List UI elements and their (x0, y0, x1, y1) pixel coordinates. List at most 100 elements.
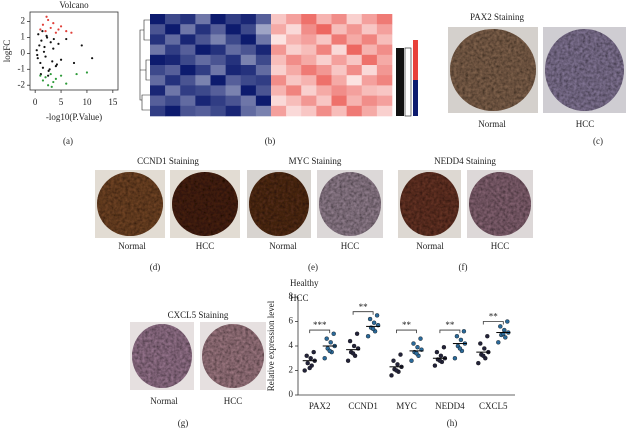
heatmap-cell (301, 44, 317, 56)
heatmap-cell (255, 34, 272, 45)
heatmap-cell (361, 95, 378, 107)
y-axis-label: Relative expression level (266, 300, 276, 391)
point (44, 55, 47, 58)
point (41, 66, 45, 69)
heatmap-cell (225, 14, 242, 25)
heatmap-cell (180, 54, 196, 66)
image-label: Normal (150, 396, 178, 406)
point (41, 30, 44, 33)
point (47, 74, 50, 77)
side-strips (396, 40, 418, 117)
dot (311, 349, 316, 355)
dendrogram (139, 19, 150, 111)
heatmap-cell (165, 44, 181, 56)
y-tick-label: 8 (289, 291, 294, 301)
heatmap-cell (255, 24, 272, 35)
heatmap-cell (286, 34, 302, 45)
heatmap-cell (361, 65, 378, 76)
point (65, 82, 68, 85)
heatmap-cell (165, 34, 181, 45)
heatmap-cell (180, 44, 196, 56)
heatmap-cell (225, 95, 242, 107)
y-tick-label: -2 (18, 79, 26, 89)
dot (394, 368, 399, 373)
x-tick-label: CXCL5 (479, 401, 508, 411)
heatmap-cell (331, 44, 347, 56)
heatmap-cell (255, 44, 272, 56)
heatmap-cell (361, 105, 378, 117)
dot (482, 346, 487, 351)
staining-images (95, 27, 626, 390)
heatmap-cell (376, 14, 393, 25)
heatmap-cell (271, 85, 287, 96)
dot (370, 326, 376, 332)
staining-title: CCND1 Staining (137, 156, 199, 166)
panel-label: (a) (63, 136, 73, 146)
dot (432, 363, 438, 368)
heatmap-cell (361, 44, 378, 56)
heatmap-cell (331, 54, 347, 66)
heatmap-cell (240, 75, 257, 86)
heatmap-cell (150, 44, 166, 56)
legend-entry: Healthy (290, 278, 319, 288)
x-tick-label: 15 (108, 97, 118, 107)
x-tick-label: MYC (396, 401, 417, 411)
point (57, 42, 60, 45)
significance-bracket (396, 329, 417, 334)
heatmap-cell (165, 65, 181, 76)
heatmap-cell (240, 24, 257, 35)
heatmap-cell (316, 44, 332, 56)
staining-title: PAX2 Staining (470, 12, 524, 22)
heatmap-cell (195, 34, 211, 45)
heatmap-cell (180, 95, 196, 107)
y-tick-label: 0 (289, 389, 294, 399)
heatmap-cell (331, 14, 347, 25)
heatmap-cell (225, 24, 242, 35)
heatmap-cell (331, 105, 347, 117)
heatmap-cell (346, 95, 363, 107)
point (65, 37, 68, 41)
dot (371, 320, 377, 325)
heatmap-cell (150, 24, 166, 35)
significance-label: ** (445, 320, 455, 330)
panel-label: (b) (265, 136, 276, 146)
x-tick-label: CCND1 (348, 401, 378, 411)
heatmap-cell (316, 105, 332, 117)
image-label: HCC (224, 396, 243, 406)
dot (345, 358, 351, 363)
dot (418, 336, 423, 341)
staining-title: MYC Staining (289, 156, 342, 166)
heatmap-cell (331, 95, 347, 107)
heatmap-cell (361, 54, 378, 66)
heatmap-cell (361, 34, 378, 45)
heatmap-cell (346, 34, 363, 45)
heatmap-cell (331, 34, 347, 45)
heatmap-cell (180, 34, 196, 45)
tissue-core (202, 324, 264, 388)
tissue-core (97, 172, 163, 236)
dot (398, 352, 403, 357)
heatmap-cell (210, 14, 226, 25)
heatmap-cell (240, 44, 257, 56)
heatmap-cell (210, 75, 226, 86)
dot (327, 348, 332, 354)
point (41, 79, 45, 82)
heatmap-cell (301, 65, 317, 76)
heatmap-cell (316, 95, 332, 107)
point (47, 18, 50, 22)
y-tick-label: 1 (21, 32, 26, 42)
dot (438, 353, 444, 358)
point (80, 44, 83, 47)
heatmap-cell (346, 65, 363, 76)
dot (328, 340, 333, 345)
point (36, 53, 39, 57)
heatmap-cell (180, 14, 196, 25)
heatmap-cell (165, 14, 181, 25)
y-axis-label: logFC (2, 40, 12, 63)
point (36, 57, 39, 60)
heatmap-cell (286, 65, 302, 76)
heatmap-cell (210, 54, 226, 66)
heatmap-cell (225, 75, 242, 86)
dot (458, 337, 464, 343)
heatmap-cell (180, 105, 196, 117)
